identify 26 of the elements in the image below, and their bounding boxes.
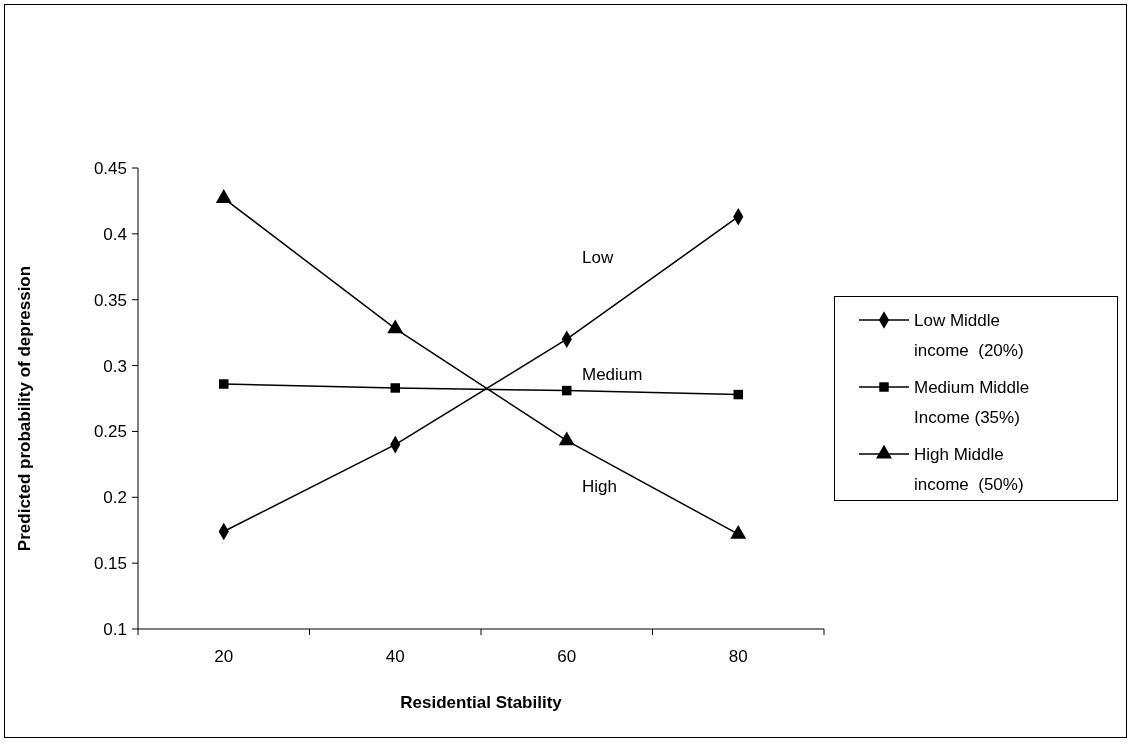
point [733,389,743,400]
x-axis-title: Residential Stability [400,693,563,712]
y-tick-label: 0.1 [103,619,127,639]
y-tick-label: 0.35 [93,290,127,310]
x-tick-label: 60 [557,647,577,666]
legend-label: Low Middle income (20%) [914,310,1024,360]
annotation: Medium [582,365,643,384]
legend-label: High Middle income (50%) [914,444,1024,494]
annotation: High [582,477,617,496]
x-tick-label: 20 [214,647,234,666]
y-tick-label: 0.45 [93,158,127,178]
point [219,379,229,389]
point [562,385,572,396]
y-tick-label: 0.4 [103,224,127,244]
y-tick-label: 0.15 [93,554,127,574]
annotation: Low [582,248,614,267]
x-tick-label: 40 [385,647,405,666]
x-tick-label: 80 [728,647,748,666]
y-tick-label: 0.3 [103,356,127,376]
y-tick-label: 0.25 [93,422,127,442]
point [387,319,404,334]
point [215,189,232,203]
point [390,383,400,393]
y-tick-label: 0.2 [103,488,127,508]
legend-label: Medium Middle Income (35%) [914,377,1030,427]
y-axis-title: Predicted probability of depression [15,265,34,552]
